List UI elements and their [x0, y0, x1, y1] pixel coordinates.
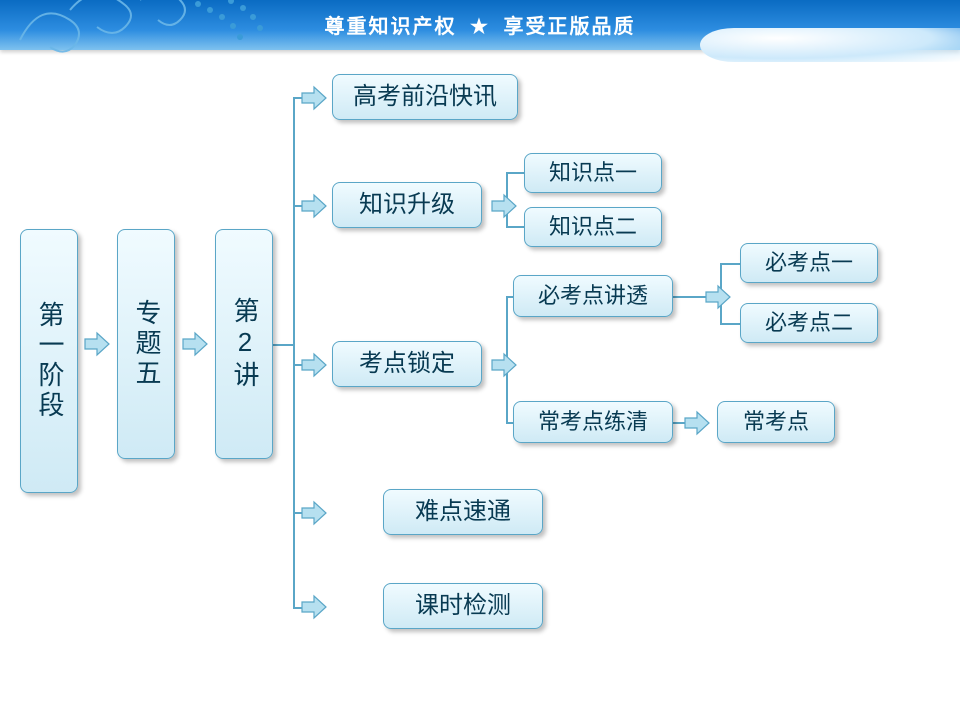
node-label: 常考点 — [743, 409, 809, 434]
arrow-icon — [300, 593, 328, 621]
node-label: 常考点练清 — [538, 409, 648, 434]
node-label: 必考点讲透 — [538, 283, 648, 308]
node-stage1[interactable]: 第一阶段 — [20, 229, 78, 493]
node-oftenpt[interactable]: 常考点 — [717, 401, 835, 443]
arrow-icon — [704, 283, 732, 311]
arrow-icon — [300, 499, 328, 527]
node-kp1[interactable]: 知识点一 — [524, 153, 662, 193]
node-label: 考点锁定 — [359, 350, 455, 378]
node-frontier[interactable]: 高考前沿快讯 — [332, 74, 518, 120]
star-icon: ★ — [470, 16, 490, 38]
arrow-icon — [83, 330, 111, 358]
node-label: 第一阶段 — [34, 301, 64, 421]
arrow-icon — [683, 409, 711, 437]
node-upgrade[interactable]: 知识升级 — [332, 182, 482, 228]
node-must1[interactable]: 必考点一 — [740, 243, 878, 283]
connector-line — [506, 172, 524, 174]
node-hard[interactable]: 难点速通 — [383, 489, 543, 535]
node-must[interactable]: 必考点讲透 — [513, 275, 673, 317]
connector-line — [673, 296, 707, 298]
arrow-icon — [300, 192, 328, 220]
connector-line — [293, 97, 295, 609]
node-must2[interactable]: 必考点二 — [740, 303, 878, 343]
arrow-icon — [300, 351, 328, 379]
node-label: 难点速通 — [415, 498, 511, 526]
arrow-icon — [490, 351, 518, 379]
node-label: 知识点一 — [549, 160, 637, 185]
stage: 尊重知识产权 ★ 享受正版品质 第一阶段 专题五 第2讲 高考前沿快讯知识升级 知识点一… — [0, 0, 960, 720]
arrow-icon — [490, 192, 518, 220]
node-topic5[interactable]: 专题五 — [117, 229, 175, 459]
node-label: 高考前沿快讯 — [353, 83, 497, 111]
node-test[interactable]: 课时检测 — [383, 583, 543, 629]
banner-title-left: 尊重知识产权 — [324, 16, 456, 38]
node-label: 课时检测 — [415, 592, 511, 620]
banner-title-right: 享受正版品质 — [504, 16, 636, 38]
node-label: 必考点一 — [765, 250, 853, 275]
node-label: 知识点二 — [549, 214, 637, 239]
connector-line — [506, 226, 524, 228]
top-banner: 尊重知识产权 ★ 享受正版品质 — [0, 0, 960, 50]
node-lec2[interactable]: 第2讲 — [215, 229, 273, 459]
node-lock[interactable]: 考点锁定 — [332, 341, 482, 387]
arrow-icon — [181, 330, 209, 358]
arrow-icon — [300, 84, 328, 112]
node-label: 第2讲 — [229, 297, 259, 391]
node-often[interactable]: 常考点练清 — [513, 401, 673, 443]
connector-line — [720, 263, 740, 265]
connector-line — [273, 344, 295, 346]
node-kp2[interactable]: 知识点二 — [524, 207, 662, 247]
node-label: 知识升级 — [359, 191, 455, 219]
connector-line — [720, 323, 740, 325]
banner-tail-swoosh — [700, 28, 960, 62]
node-label: 专题五 — [131, 299, 161, 389]
node-label: 必考点二 — [765, 310, 853, 335]
